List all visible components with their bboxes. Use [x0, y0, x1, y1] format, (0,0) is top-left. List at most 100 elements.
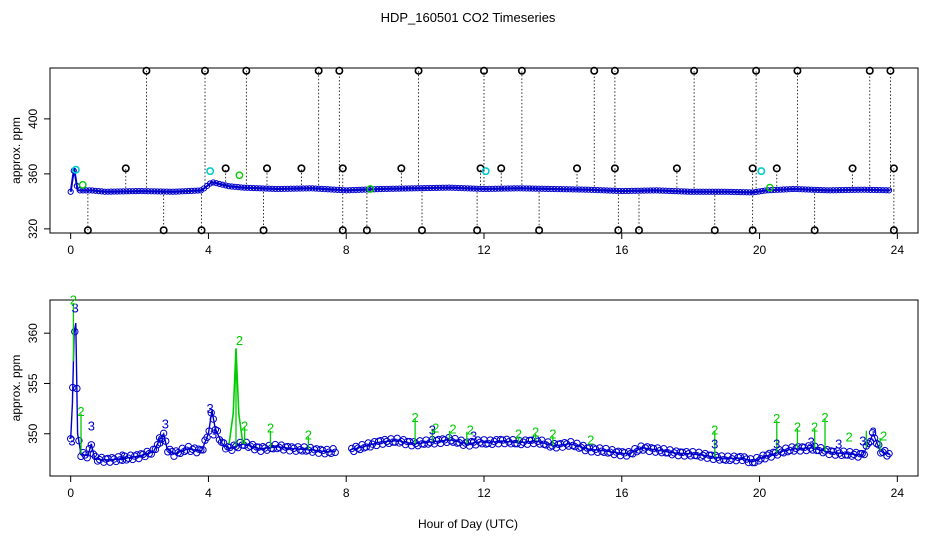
data-point: [624, 447, 633, 456]
series-2-label: 2: [845, 429, 852, 444]
data-point: [883, 452, 891, 460]
spike-point: [262, 164, 271, 173]
spike-point: [314, 66, 323, 75]
series-3-label: 3: [711, 436, 718, 451]
spike-point: [297, 164, 306, 173]
cyan-point: [757, 167, 766, 176]
y-tick-label: 320: [26, 219, 40, 239]
data-point: [248, 440, 257, 449]
green-point: [78, 180, 87, 189]
spike-point: [748, 164, 757, 173]
x-tick-label: 8: [343, 243, 350, 257]
x-tick-label: 16: [615, 486, 629, 500]
green-point: [765, 183, 774, 192]
series-2-label: 2: [711, 422, 718, 437]
spike-point: [772, 164, 781, 173]
x-tick-label: 12: [477, 486, 491, 500]
spike-point: [710, 226, 719, 235]
series-2-label: 2: [411, 410, 418, 425]
series-3-label: 3: [162, 416, 169, 431]
blue-trace: [70, 322, 337, 461]
chart-title: HDP_160501 CO2 Timeseries: [381, 10, 556, 25]
series-3-label: 3: [157, 434, 164, 449]
series-2-label: 2: [236, 333, 243, 348]
data-point: [203, 433, 211, 442]
series-3-label: 3: [88, 418, 95, 433]
series-2-label: 2: [549, 426, 556, 441]
blue-trace: [349, 432, 891, 463]
spike-point: [259, 226, 268, 235]
spike-point: [338, 164, 347, 173]
cyan-point: [71, 165, 80, 174]
spike-point: [610, 164, 619, 173]
y-axis-label: approx. ppm: [9, 355, 23, 422]
x-tick-label: 4: [205, 243, 212, 257]
series-3-label: 3: [835, 436, 842, 451]
spike-point: [414, 66, 423, 75]
series-3-label: 3: [72, 301, 79, 316]
spike-point: [535, 226, 544, 235]
cyan-point: [206, 167, 215, 176]
spike-point: [517, 66, 526, 75]
spike-point: [848, 164, 857, 173]
series-2-label: 2: [77, 404, 84, 419]
data-point: [151, 445, 160, 454]
series-3-label: 3: [773, 436, 780, 451]
data-point: [153, 440, 162, 449]
data-point: [864, 439, 873, 448]
series-2-label: 2: [773, 411, 780, 426]
data-point: [79, 448, 87, 457]
data-point: [172, 447, 180, 455]
spike-point: [590, 66, 599, 75]
spike-point: [865, 66, 874, 75]
series-2-label: 2: [532, 424, 539, 439]
spike-point: [672, 164, 681, 173]
data-point: [757, 455, 765, 463]
spike-point: [889, 226, 898, 235]
y-tick-label: 360: [26, 164, 40, 184]
spike-point: [159, 226, 168, 235]
series-2-label: 2: [794, 419, 801, 434]
spike-point: [221, 164, 230, 173]
series-2-label: 2: [70, 293, 77, 308]
series-2-label: 2: [432, 420, 439, 435]
series-3-label: 3: [870, 424, 877, 439]
series-3-label: 3: [470, 428, 477, 443]
data-point: [356, 445, 364, 454]
y-axis-label: approx. ppm: [9, 117, 23, 184]
spike-point: [748, 226, 757, 235]
series-3-label: 3: [859, 433, 866, 448]
spike-point: [886, 66, 895, 75]
spike-point: [634, 226, 643, 235]
data-point: [368, 440, 377, 448]
spike-point: [614, 226, 623, 235]
y-tick-label: 400: [26, 109, 40, 129]
y-tick-label: 355: [26, 373, 40, 393]
data-point: [327, 449, 335, 457]
spike-point: [497, 164, 506, 173]
series-2-label: 2: [515, 426, 522, 441]
spike-point: [121, 164, 130, 173]
x-tick-label: 16: [615, 243, 629, 257]
spike-point: [752, 66, 761, 75]
spike-point: [479, 66, 488, 75]
data-point: [207, 180, 214, 187]
series-3-label: 3: [808, 434, 815, 449]
series-2-label: 2: [587, 432, 594, 447]
green-trace: [228, 348, 244, 444]
spike-point: [397, 164, 406, 173]
spike-point: [142, 66, 151, 75]
baseline-trace: [69, 168, 891, 194]
data-point: [87, 441, 96, 449]
spike-point: [572, 164, 581, 173]
series-3-label: 3: [68, 433, 75, 448]
y-tick-label: 360: [26, 323, 40, 343]
x-tick-label: 12: [477, 243, 491, 257]
data-point: [622, 452, 631, 460]
data-point: [331, 448, 339, 457]
x-tick-label: 24: [891, 486, 905, 500]
spike-point: [417, 226, 426, 235]
x-tick-label: 4: [205, 486, 212, 500]
